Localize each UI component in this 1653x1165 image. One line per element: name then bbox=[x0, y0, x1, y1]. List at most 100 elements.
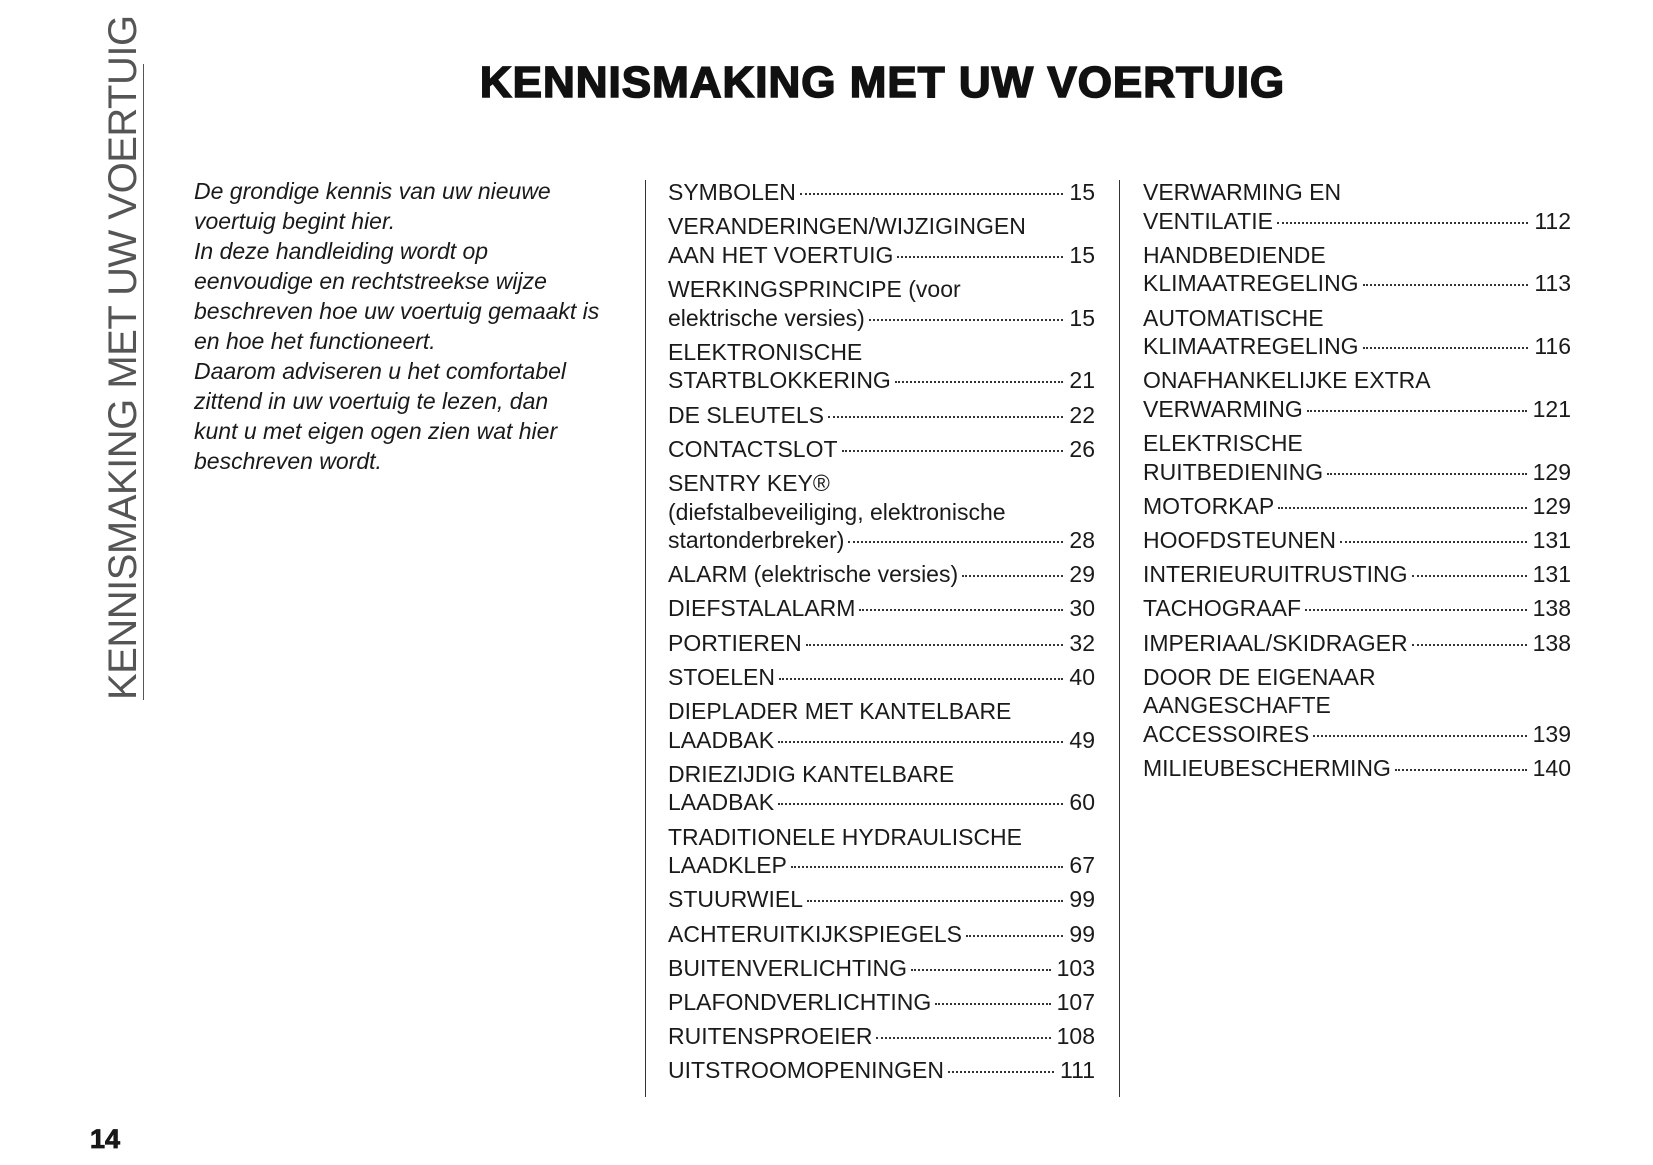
toc-page: 99 bbox=[1069, 886, 1095, 913]
toc-page: 26 bbox=[1069, 435, 1095, 462]
toc-page: 15 bbox=[1069, 304, 1095, 331]
toc-entry-row: CONTACTSLOT 26 bbox=[668, 435, 1095, 464]
toc-page: 140 bbox=[1532, 755, 1571, 782]
toc-page: 40 bbox=[1069, 663, 1095, 690]
toc-entry-line: HANDBEDIENDE bbox=[1143, 241, 1326, 268]
toc-entry: UITSTROOMOPENINGEN 111 bbox=[668, 1056, 1095, 1085]
dot-leader bbox=[1313, 735, 1527, 738]
toc-page: 129 bbox=[1532, 458, 1571, 485]
toc-entry: HOOFDSTEUNEN 131 bbox=[1143, 526, 1571, 555]
toc-entry: AUTOMATISCHE KLIMAATREGELING 116 bbox=[1143, 304, 1571, 361]
toc-page: 129 bbox=[1532, 492, 1571, 519]
toc-entry-row: RUITBEDIENING 129 bbox=[1143, 458, 1571, 487]
dot-leader bbox=[790, 866, 1064, 869]
dot-leader bbox=[1305, 609, 1527, 612]
toc-entry: ELEKTRISCHE RUITBEDIENING 129 bbox=[1143, 429, 1571, 486]
intro-line: In deze handleiding wordt op bbox=[194, 238, 489, 264]
intro-line: Daarom adviseren u het comfortabel bbox=[194, 358, 567, 384]
toc-page: 138 bbox=[1532, 595, 1571, 622]
toc-page: 108 bbox=[1056, 1023, 1095, 1050]
toc-entry: MOTORKAP 129 bbox=[1143, 492, 1571, 521]
toc-page: 60 bbox=[1069, 789, 1095, 816]
dot-leader bbox=[1339, 541, 1527, 544]
toc-entry-line: BUITENVERLICHTING bbox=[668, 954, 907, 981]
toc-entry-row: ACCESSOIRES 139 bbox=[1143, 720, 1571, 749]
dot-leader bbox=[1411, 643, 1527, 646]
toc-entry: SENTRY KEY® (diefstalbeveiliging, elektro… bbox=[668, 469, 1095, 555]
toc-entry: STOELEN 40 bbox=[668, 663, 1095, 692]
dot-leader bbox=[778, 677, 1064, 680]
toc-entry: IMPERIAAL/SKIDRAGER 138 bbox=[1143, 629, 1571, 658]
intro-line: zittend in uw voertuig te lezen, dan bbox=[194, 388, 549, 414]
toc-column: VERWARMING EN VENTILATIE 112 HANDBEDIENDE KL… bbox=[1143, 178, 1571, 788]
intro-line: beschreven hoe uw voertuig gemaakt is bbox=[194, 298, 600, 324]
toc-entry: STUURWIEL 99 bbox=[668, 885, 1095, 914]
toc-entry-line: ACHTERUITKIJKSPIEGELS bbox=[668, 920, 962, 947]
toc-entry-row: PLAFONDVERLICHTING 107 bbox=[668, 988, 1095, 1017]
toc-page: 49 bbox=[1069, 726, 1095, 753]
toc-page: 28 bbox=[1069, 527, 1095, 554]
dot-leader bbox=[897, 255, 1064, 258]
sidebar-title: KENNISMAKING MET UW VOERTUIG bbox=[101, 15, 145, 700]
dot-leader bbox=[827, 415, 1064, 418]
toc-entry-line: ELEKTRONISCHE bbox=[668, 338, 863, 365]
toc-entry-line: MILIEUBESCHERMING bbox=[1143, 755, 1391, 782]
dot-leader bbox=[1276, 221, 1529, 224]
toc-entry: ELEKTRONISCHE STARTBLOKKERING 21 bbox=[668, 338, 1095, 395]
toc-entry: DIEFSTALALARM 30 bbox=[668, 594, 1095, 623]
toc-entry: DIEPLADER MET KANTELBARE LAADBAK 49 bbox=[668, 697, 1095, 754]
dot-leader bbox=[965, 934, 1064, 937]
intro-paragraph: De grondige kennis van uw nieuwe voertuig… bbox=[194, 176, 634, 236]
toc-entry-line: (diefstalbeveiliging, elektronische bbox=[668, 498, 1006, 525]
toc-page: 21 bbox=[1069, 367, 1095, 394]
toc-entry-row: DE SLEUTELS 22 bbox=[668, 401, 1095, 430]
toc-entry-line: DIEPLADER MET KANTELBARE bbox=[668, 698, 1012, 725]
toc-entry: PLAFONDVERLICHTING 107 bbox=[668, 988, 1095, 1017]
dot-leader bbox=[1394, 769, 1527, 772]
toc-entry-line: LAADKLEP bbox=[668, 852, 787, 879]
toc-entry-row: VENTILATIE 112 bbox=[1143, 207, 1571, 236]
toc-entry-row: VERWARMING 121 bbox=[1143, 395, 1571, 424]
toc-entry-line: TACHOGRAAF bbox=[1143, 595, 1302, 622]
toc-entry-line: TRADITIONELE HYDRAULISCHE bbox=[668, 823, 1023, 850]
toc-page: 15 bbox=[1069, 241, 1095, 268]
toc-entry-row: MOTORKAP 129 bbox=[1143, 492, 1571, 521]
toc-entry-row: BUITENVERLICHTING 103 bbox=[668, 954, 1095, 983]
toc-entry: CONTACTSLOT 26 bbox=[668, 435, 1095, 464]
toc-entry-line: MOTORKAP bbox=[1143, 492, 1275, 519]
dot-leader bbox=[876, 1037, 1051, 1040]
toc-entry-line: PLAFONDVERLICHTING bbox=[668, 988, 932, 1015]
toc-entry-row: ACHTERUITKIJKSPIEGELS 99 bbox=[668, 920, 1095, 949]
dot-leader bbox=[948, 1071, 1055, 1074]
toc-entry-row: ALARM (elektrische versies) 29 bbox=[668, 560, 1095, 589]
toc-entry-line: STARTBLOKKERING bbox=[668, 367, 891, 394]
toc-entry: DE SLEUTELS 22 bbox=[668, 401, 1095, 430]
toc-page: 67 bbox=[1069, 852, 1095, 879]
toc-entry: BUITENVERLICHTING 103 bbox=[668, 954, 1095, 983]
toc-entry-row: STARTBLOKKERING 21 bbox=[668, 366, 1095, 395]
toc-entry-line: WERKINGSPRINCIPE (voor bbox=[668, 275, 961, 302]
toc-entry-line: STUURWIEL bbox=[668, 886, 804, 913]
intro-line: De grondige kennis van uw nieuwe bbox=[194, 178, 551, 204]
toc-entry: TRADITIONELE HYDRAULISCHE LAADKLEP 67 bbox=[668, 823, 1095, 880]
dot-leader bbox=[868, 318, 1064, 321]
toc-entry-row: RUITENSPROEIER 108 bbox=[668, 1022, 1095, 1051]
toc-entry-row: LAADBAK 60 bbox=[668, 788, 1095, 817]
toc-page: 121 bbox=[1532, 395, 1571, 422]
intro-line: voertuig begint hier. bbox=[194, 208, 396, 234]
toc-entry-line: UITSTROOMOPENINGEN bbox=[668, 1057, 945, 1084]
intro-paragraph: Daarom adviseren u het comfortabel zitten… bbox=[194, 356, 634, 476]
toc-page: 112 bbox=[1534, 207, 1571, 234]
toc-entry-row: startonderbreker) 28 bbox=[668, 526, 1095, 555]
toc-entry-line: ELEKTRISCHE bbox=[1143, 430, 1303, 457]
column-divider bbox=[645, 180, 646, 1097]
toc-entry-line: INTERIEURUITRUSTING bbox=[1143, 561, 1408, 588]
toc-entry: WERKINGSPRINCIPE (voor elektrische versie… bbox=[668, 275, 1095, 332]
toc-entry-line: elektrische versies) bbox=[668, 304, 865, 331]
toc-entry-line: LAADBAK bbox=[668, 789, 775, 816]
toc-entry-line: HOOFDSTEUNEN bbox=[1143, 527, 1336, 554]
dot-leader bbox=[848, 541, 1064, 544]
toc-page: 131 bbox=[1532, 527, 1571, 554]
toc-entry-line: VERWARMING bbox=[1143, 395, 1303, 422]
dot-leader bbox=[1278, 506, 1527, 509]
